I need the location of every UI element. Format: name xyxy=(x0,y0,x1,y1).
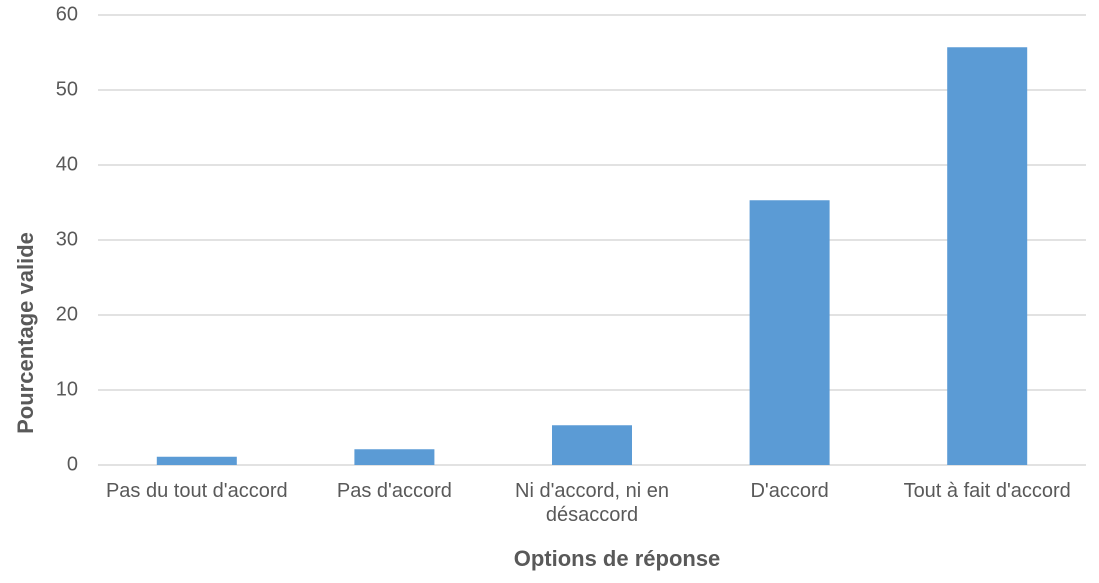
x-tick-label: Pas du tout d'accord xyxy=(105,480,288,502)
y-tick-label: 60 xyxy=(56,3,78,25)
y-tick-label: 50 xyxy=(56,78,78,100)
y-tick-label: 10 xyxy=(56,378,78,400)
bar xyxy=(354,449,435,465)
bar xyxy=(156,456,237,465)
x-tick-label: D'accord xyxy=(750,480,829,502)
x-tick-label: Ni d'accord, ni en désaccord xyxy=(515,480,669,526)
x-tick-label: Pas d'accord xyxy=(336,480,452,502)
x-tick-label: Tout à fait d'accord xyxy=(903,480,1071,502)
y-tick-label: 20 xyxy=(56,303,78,325)
bar xyxy=(552,425,632,465)
y-axis-title: Pourcentage valide xyxy=(13,232,38,434)
bar xyxy=(947,47,1028,465)
y-tick-label: 0 xyxy=(67,453,78,475)
y-tick-label: 40 xyxy=(56,153,78,175)
x-axis-title: Options de réponse xyxy=(514,546,721,571)
bar xyxy=(749,200,830,465)
y-tick-label: 30 xyxy=(56,228,78,250)
